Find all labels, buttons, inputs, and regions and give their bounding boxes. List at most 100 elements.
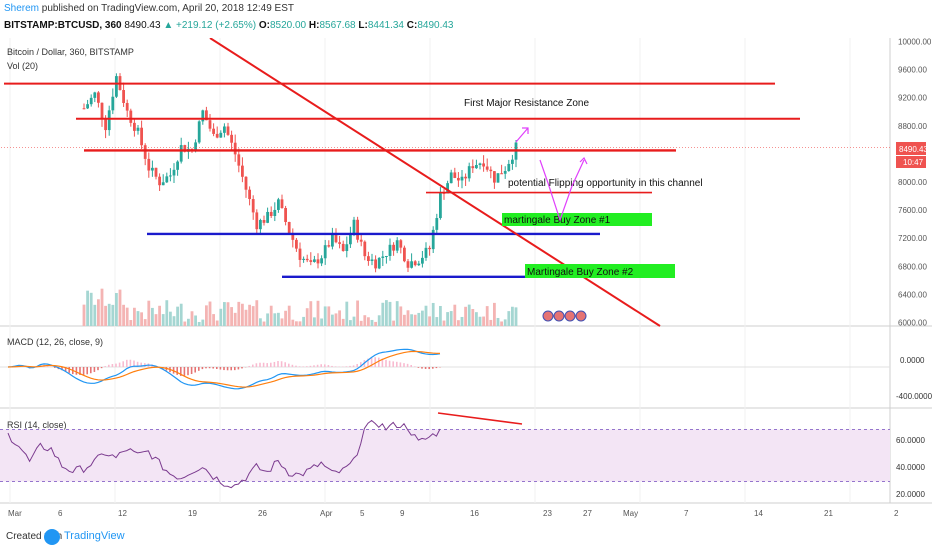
volume-bar	[374, 321, 377, 326]
candle-body	[158, 176, 161, 186]
candle-body	[489, 169, 493, 172]
candle-body	[273, 209, 277, 216]
close-label: C:	[406, 20, 418, 31]
published-text: published on TradingView.com, April 20, …	[41, 3, 294, 14]
candle-body	[176, 161, 179, 170]
candle-body	[435, 218, 439, 230]
candle-body	[399, 240, 403, 248]
volume-bar	[316, 300, 320, 326]
event-icon[interactable]	[553, 310, 565, 322]
candle-body	[226, 126, 230, 135]
volume-bar	[122, 304, 125, 326]
candle-body	[107, 110, 111, 131]
volume-bar	[129, 320, 133, 326]
candle-body	[370, 259, 374, 261]
time-tick: 19	[188, 509, 197, 518]
candle-body	[493, 171, 496, 183]
candle-body	[165, 176, 169, 183]
candle-body	[467, 166, 471, 179]
rsi-tick-60: 60.0000	[896, 436, 925, 445]
candle-body	[287, 221, 291, 234]
volume-bar	[460, 316, 464, 326]
candle-body	[237, 154, 241, 166]
candle-body	[413, 261, 417, 266]
candle-body	[295, 239, 298, 249]
volume-bar	[327, 306, 331, 326]
author-link[interactable]: Sherem	[4, 3, 40, 14]
volume-bar	[471, 309, 475, 326]
candle-body	[345, 244, 349, 252]
volume-bar	[118, 289, 122, 326]
candle-body	[194, 142, 197, 151]
candle-body	[122, 90, 125, 103]
candle-body	[395, 240, 399, 251]
candle-body	[169, 175, 172, 177]
tradingview-logo-icon[interactable]	[44, 529, 60, 545]
last-price-badge-text: 8490.43	[899, 145, 928, 154]
volume-bar	[464, 306, 467, 326]
volume-bar	[151, 307, 154, 326]
candle-body	[392, 244, 395, 251]
candle-body	[302, 258, 305, 260]
volume-title: Vol (20)	[7, 61, 38, 71]
volume-bar	[421, 310, 424, 326]
volume-bar	[165, 300, 169, 326]
price-tick: 10000.00	[898, 38, 932, 47]
event-icon[interactable]	[575, 310, 587, 322]
time-tick: May	[623, 509, 638, 518]
price-tick: 7200.00	[898, 234, 927, 243]
volume-bar	[338, 310, 341, 326]
candle-body	[327, 245, 331, 247]
price-tick: 6000.00	[898, 318, 927, 327]
candle-body	[154, 167, 158, 177]
candle-body	[359, 239, 363, 242]
candle-body	[133, 122, 136, 131]
volume-bar	[212, 314, 215, 326]
candle-body	[381, 256, 385, 258]
event-icons[interactable]	[542, 310, 587, 322]
candle-body	[89, 97, 93, 105]
chart-canvas[interactable]: First Major Resistance Zone potential Fl…	[0, 38, 932, 524]
candle-body	[500, 173, 503, 175]
price-tick: 6400.00	[898, 290, 927, 299]
volume-bar	[82, 304, 86, 326]
price-tick: 7600.00	[898, 206, 927, 215]
tradingview-brand[interactable]: TradingView	[64, 530, 125, 542]
high-value: 8567.68	[319, 20, 356, 31]
volume-bar	[320, 318, 323, 326]
volume-bar	[514, 307, 518, 326]
event-icon[interactable]	[542, 310, 554, 322]
candle-body	[208, 120, 212, 129]
candle-body	[125, 102, 129, 111]
volume-bar	[223, 302, 226, 326]
candle-body	[338, 242, 341, 244]
volume-bar	[176, 306, 179, 326]
candle-body	[464, 176, 467, 179]
candle-body	[255, 212, 259, 230]
volume-bar	[183, 321, 187, 326]
candle-body	[482, 163, 485, 167]
volume-bar	[125, 307, 129, 326]
candle-body	[215, 133, 219, 138]
candle-body	[140, 127, 143, 146]
candle-body	[136, 127, 140, 131]
arrow-up-2-head	[579, 156, 588, 165]
candle-body	[201, 110, 205, 122]
time-axis[interactable]: Mar 6 12 19 26 Apr 5 9 16 23 27 May 7 14 21 2	[8, 509, 899, 518]
low-label: L:	[358, 20, 368, 31]
time-tick: Apr	[320, 509, 333, 518]
macd-signal-line	[7, 350, 441, 388]
event-icon[interactable]	[564, 310, 576, 322]
volume-bar	[143, 319, 147, 326]
volume-bar	[489, 319, 493, 326]
volume-bar	[485, 306, 489, 326]
volume-bar	[201, 319, 205, 326]
volume-bar	[406, 310, 410, 326]
volume-bar	[298, 321, 302, 326]
volume-bar	[215, 320, 219, 326]
volume-bar	[89, 292, 93, 326]
time-tick: 26	[258, 509, 267, 518]
volume-bar	[197, 321, 201, 326]
price-axis[interactable]: 10000.00 9600.00 9200.00 8800.00 8000.00 7600…	[898, 38, 932, 327]
volume-bar	[259, 318, 262, 326]
